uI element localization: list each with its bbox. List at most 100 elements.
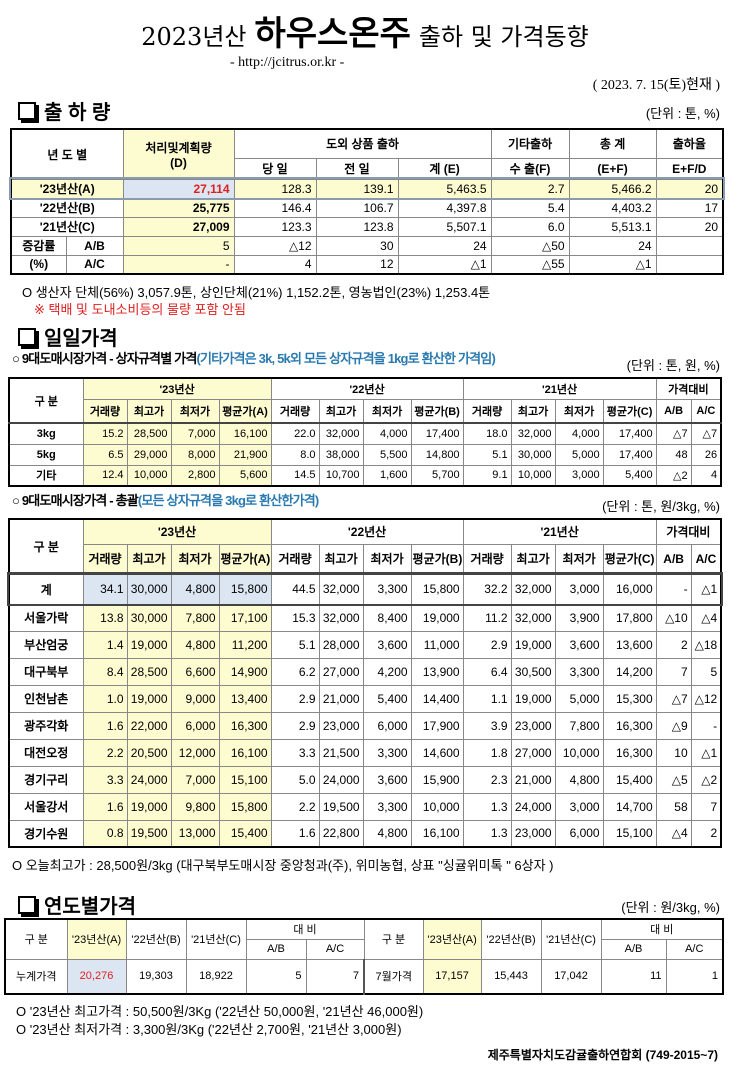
cell: 13.8 <box>82 603 128 632</box>
cell: 10 <box>655 738 692 767</box>
cell: 139.1 <box>315 178 399 199</box>
cell: 24,000 <box>510 792 556 821</box>
cell: 30,000 <box>510 443 556 466</box>
cell: △2 <box>655 464 692 487</box>
cell: 19,500 <box>126 819 172 848</box>
header-y21: '21년산 <box>462 377 657 400</box>
header-year: 년 도 별 <box>10 128 124 180</box>
cell: 123.8 <box>315 216 399 237</box>
cell: 19,000 <box>126 792 172 821</box>
cell: 2,800 <box>170 464 220 487</box>
cell: 24 <box>568 235 657 256</box>
section-shipment-heading: 출 하 량 <box>18 96 110 125</box>
row-label: 대전오정 <box>8 738 84 767</box>
cell: 5.1 <box>462 443 512 466</box>
header-min: 최저가 <box>170 543 220 575</box>
header-b: '22년산(B) <box>125 918 187 960</box>
cell: 17,157 <box>422 958 482 995</box>
row-label: (%) <box>10 254 67 275</box>
cell: 8.4 <box>82 657 128 686</box>
checkbox-square-icon <box>18 101 36 120</box>
cell: 5,000 <box>554 443 604 466</box>
cell: 14.5 <box>270 464 320 487</box>
cell: 14,700 <box>602 792 657 821</box>
header-y22: '22년산 <box>270 377 464 400</box>
row-label: 광주각화 <box>8 711 84 740</box>
cell: 19,500 <box>318 792 364 821</box>
cell: 5 <box>245 958 307 995</box>
header-max: 최고가 <box>318 543 364 575</box>
row-label: 부산엄궁 <box>8 630 84 659</box>
header-min: 최저가 <box>362 543 412 575</box>
cell: 27,000 <box>318 657 364 686</box>
header-a: '23년산(A) <box>66 918 127 960</box>
cell: 16,300 <box>602 711 657 740</box>
header-c: '21년산(C) <box>540 918 602 960</box>
cell: 14,800 <box>410 443 464 466</box>
cell: 5,700 <box>410 464 464 487</box>
table-row: 대전오정 2.2 20,500 12,000 16,100 3.3 21,500 3,300 1… <box>8 738 722 767</box>
cell: △9 <box>655 711 692 740</box>
cell: 3,600 <box>362 765 412 794</box>
header-kind: 구 분 <box>8 377 84 424</box>
cell: 16,100 <box>218 738 272 767</box>
header-kind: 구 분 <box>363 918 424 960</box>
cell: 2.3 <box>462 765 512 794</box>
title-year: 2023년산 <box>141 23 247 51</box>
header-a: '23년산(A) <box>422 918 482 960</box>
header-rate-sub: E+F/D <box>655 157 724 180</box>
yearly-high-note: O '23년산 최고가격 : 50,500원/3Kg ('22년산 50,000… <box>16 1004 424 1019</box>
cell: 19,000 <box>510 684 556 713</box>
cell: 4,000 <box>554 422 604 445</box>
cell: 1.6 <box>82 711 128 740</box>
header-min: 최저가 <box>554 543 604 575</box>
header-ac: A/C <box>690 543 722 575</box>
row-label: '21년산(C) <box>10 216 124 237</box>
yearly-low-note: O '23년산 최저가격 : 3,300원/3Kg ('22년산 2,700원,… <box>16 1022 402 1037</box>
cell: - <box>655 573 692 605</box>
cell: 6,000 <box>362 711 412 740</box>
row-label: 5kg <box>8 443 84 466</box>
yearly-row: 누계가격 20,276 19,303 18,922 5 7 7월가격 17,157 15,44… <box>4 958 724 995</box>
cell: 27,114 <box>122 178 235 199</box>
cell: 16,300 <box>218 711 272 740</box>
header-max: 최고가 <box>510 543 556 575</box>
table-row: 광주각화 1.6 22,000 6,000 16,300 2.9 23,000 6,000 17… <box>8 711 722 740</box>
cell: 2 <box>655 630 692 659</box>
cell: 5.1 <box>270 630 320 659</box>
cell: 17,900 <box>410 711 464 740</box>
cell: 30 <box>315 235 399 256</box>
cell: - <box>122 254 235 275</box>
cell: 15.2 <box>82 422 128 445</box>
yearly-unit: (단위 : 원/3kg, %) <box>621 900 720 915</box>
cell: 1 <box>665 958 724 995</box>
header-c: '21년산(C) <box>185 918 247 960</box>
header-y21: '21년산 <box>462 518 657 545</box>
table-row: '23년산(A) 27,114 128.3 139.1 5,463.5 2.7 5,466.… <box>8 177 726 200</box>
change-row: (%) A/C -4 12 △1 △55 △1 <box>10 254 724 275</box>
cell: 4,000 <box>362 422 412 445</box>
cell: 15,400 <box>218 819 272 848</box>
cell: △1 <box>397 254 492 275</box>
table-row: 대구북부 8.4 28,500 6,600 14,900 6.2 27,000 4,200 13… <box>8 657 722 686</box>
cell: 17,100 <box>218 603 272 632</box>
row-label: 누계가격 <box>4 958 68 995</box>
cell: 17,400 <box>410 422 464 445</box>
header-today: 당 일 <box>233 157 317 180</box>
cell: 28,500 <box>126 422 172 445</box>
header-kind: 구 분 <box>4 918 68 960</box>
cell: 14,200 <box>602 657 657 686</box>
cell: 5 <box>690 657 722 686</box>
cell: 20,500 <box>126 738 172 767</box>
row-label: 서울강서 <box>8 792 84 821</box>
cell: 14,400 <box>410 684 464 713</box>
header-min: 최저가 <box>362 398 412 424</box>
cell: 11,200 <box>218 630 272 659</box>
cell: 9.1 <box>462 464 512 487</box>
cell: △4 <box>690 603 722 632</box>
shipment-warning: ※ 택배 및 도내소비등의 물량 포함 안됨 <box>34 302 246 317</box>
header-avgA: 평균가(A) <box>218 398 272 424</box>
section-title: 출 하 량 <box>44 102 111 124</box>
cell: 19,303 <box>125 958 187 995</box>
cell: 29,000 <box>126 443 172 466</box>
